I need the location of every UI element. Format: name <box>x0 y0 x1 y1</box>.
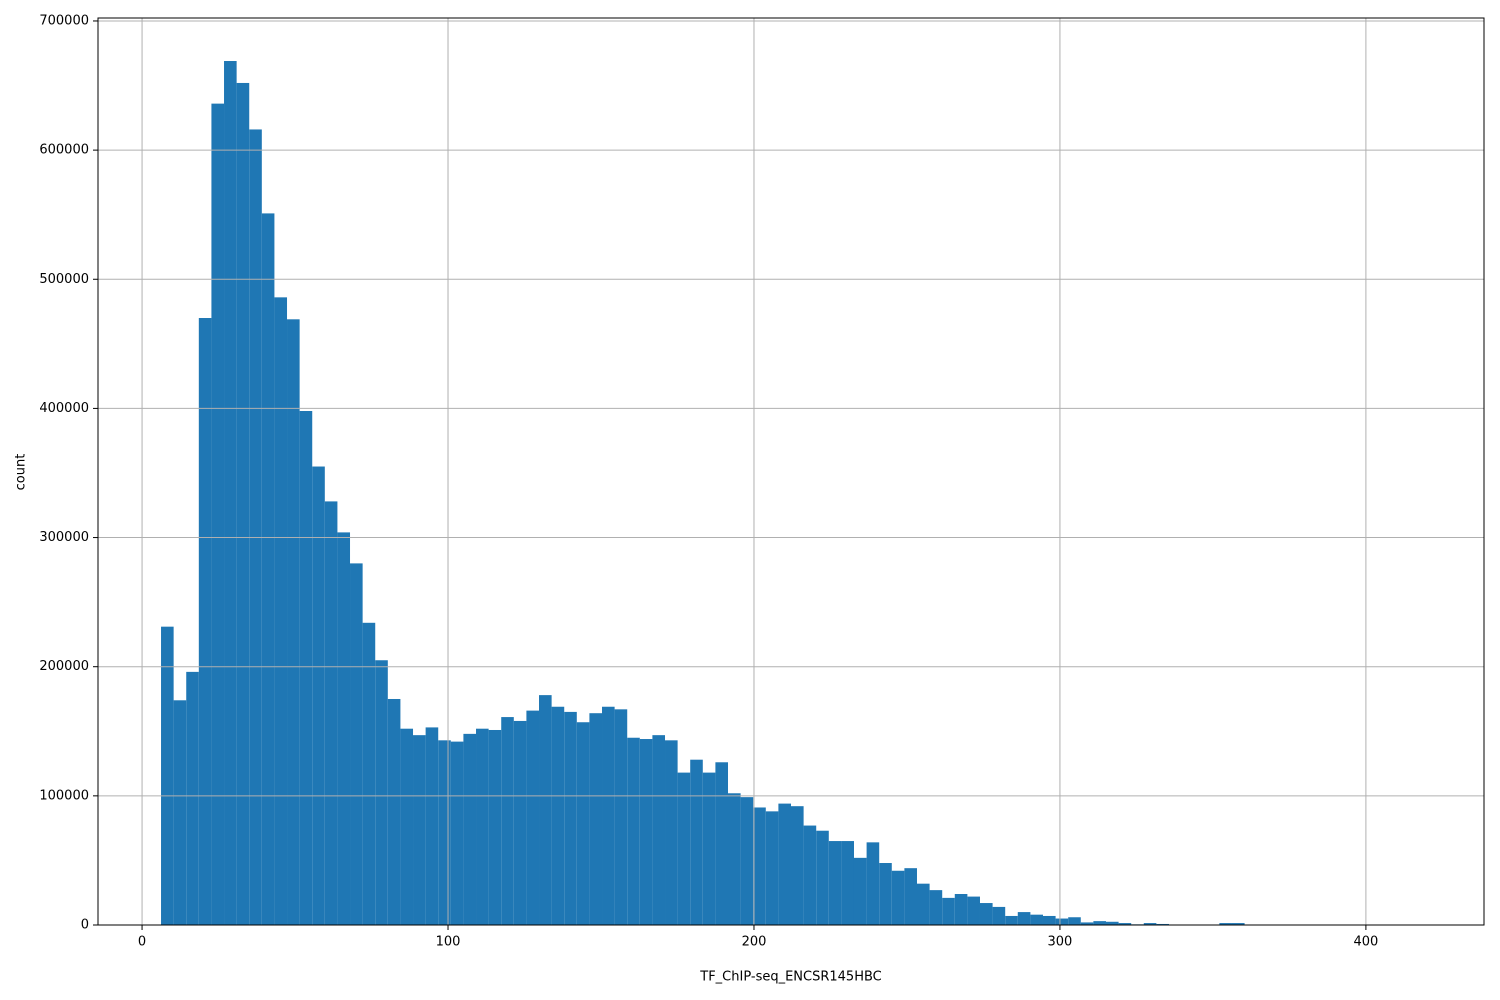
bar <box>362 622 376 925</box>
bar <box>488 729 502 925</box>
bar <box>1080 922 1094 925</box>
y-tick-label: 500000 <box>39 272 89 287</box>
bar <box>791 806 804 925</box>
bar <box>904 868 917 925</box>
bar <box>551 706 565 925</box>
bar <box>324 501 338 925</box>
bar <box>425 727 439 925</box>
bar <box>413 735 426 925</box>
bar <box>236 82 250 925</box>
bar <box>1017 912 1031 925</box>
bar <box>274 297 288 925</box>
bar <box>337 532 351 925</box>
bar <box>690 759 703 925</box>
bar <box>312 466 325 925</box>
bar <box>513 720 527 925</box>
bar <box>702 772 716 925</box>
bar <box>476 728 489 925</box>
bar <box>1219 923 1232 925</box>
bar <box>1068 917 1081 925</box>
bar <box>463 733 477 925</box>
bar <box>1042 915 1056 925</box>
y-tick-label: 100000 <box>39 788 89 803</box>
bar <box>375 660 388 925</box>
bar <box>677 772 691 925</box>
bar <box>803 825 817 925</box>
y-tick-label: 400000 <box>39 401 89 416</box>
bar <box>728 793 741 925</box>
x-tick-label: 200 <box>742 935 767 950</box>
bar <box>299 410 313 925</box>
bar <box>1231 923 1245 925</box>
y-tick-label: 0 <box>81 918 89 933</box>
bar <box>400 728 414 925</box>
bar <box>1156 923 1169 925</box>
bar <box>287 319 300 925</box>
bar <box>992 906 1006 925</box>
bar <box>627 737 640 925</box>
bar <box>350 563 363 925</box>
bar <box>186 671 199 925</box>
bar <box>1030 914 1043 925</box>
x-axis-label: TF_ChIP-seq_ENCSR145HBC <box>699 970 882 985</box>
bar <box>916 883 930 925</box>
bar <box>942 897 955 925</box>
bar <box>1055 918 1069 925</box>
bar <box>1005 915 1018 925</box>
bar <box>866 842 880 925</box>
y-tick-label: 600000 <box>39 143 89 158</box>
bar <box>526 710 540 925</box>
bar <box>1143 923 1157 925</box>
bar <box>564 711 577 925</box>
bar <box>539 695 552 925</box>
x-tick-label: 100 <box>436 935 461 950</box>
bar <box>740 797 754 925</box>
bar <box>967 896 980 925</box>
bar <box>979 903 993 925</box>
bar <box>715 762 729 925</box>
bar <box>841 841 854 925</box>
x-tick-label: 0 <box>138 935 146 950</box>
bar <box>929 890 943 925</box>
bar <box>161 626 174 925</box>
bar <box>879 863 892 925</box>
x-tick-label: 300 <box>1048 935 1073 950</box>
bar <box>249 129 262 926</box>
bar <box>224 61 237 925</box>
bar <box>450 741 464 925</box>
y-tick-label: 300000 <box>39 530 89 545</box>
bar <box>501 717 514 925</box>
bar <box>1118 923 1132 925</box>
bar <box>853 857 867 925</box>
bar <box>765 811 779 925</box>
y-axis-label: count <box>14 454 29 491</box>
bar <box>387 698 401 925</box>
bar <box>173 700 187 925</box>
x-tick-label: 400 <box>1353 935 1378 950</box>
y-tick-label: 700000 <box>39 13 89 28</box>
bar <box>261 213 275 926</box>
bar <box>1105 921 1119 925</box>
bar <box>211 103 225 926</box>
bar <box>438 740 451 925</box>
y-tick-label: 200000 <box>39 659 89 674</box>
bar <box>652 735 666 925</box>
plot-frame <box>97 17 1485 926</box>
bar <box>576 722 590 925</box>
bar <box>1093 921 1106 925</box>
bar <box>639 739 653 925</box>
bar <box>198 318 212 926</box>
bar <box>614 709 628 925</box>
bar <box>589 713 603 925</box>
bar <box>816 830 829 925</box>
bar <box>665 740 678 925</box>
bar <box>602 706 615 925</box>
bar <box>828 841 842 925</box>
bar <box>778 803 791 925</box>
bar <box>753 807 766 925</box>
bar <box>954 894 968 925</box>
bar <box>891 870 905 925</box>
